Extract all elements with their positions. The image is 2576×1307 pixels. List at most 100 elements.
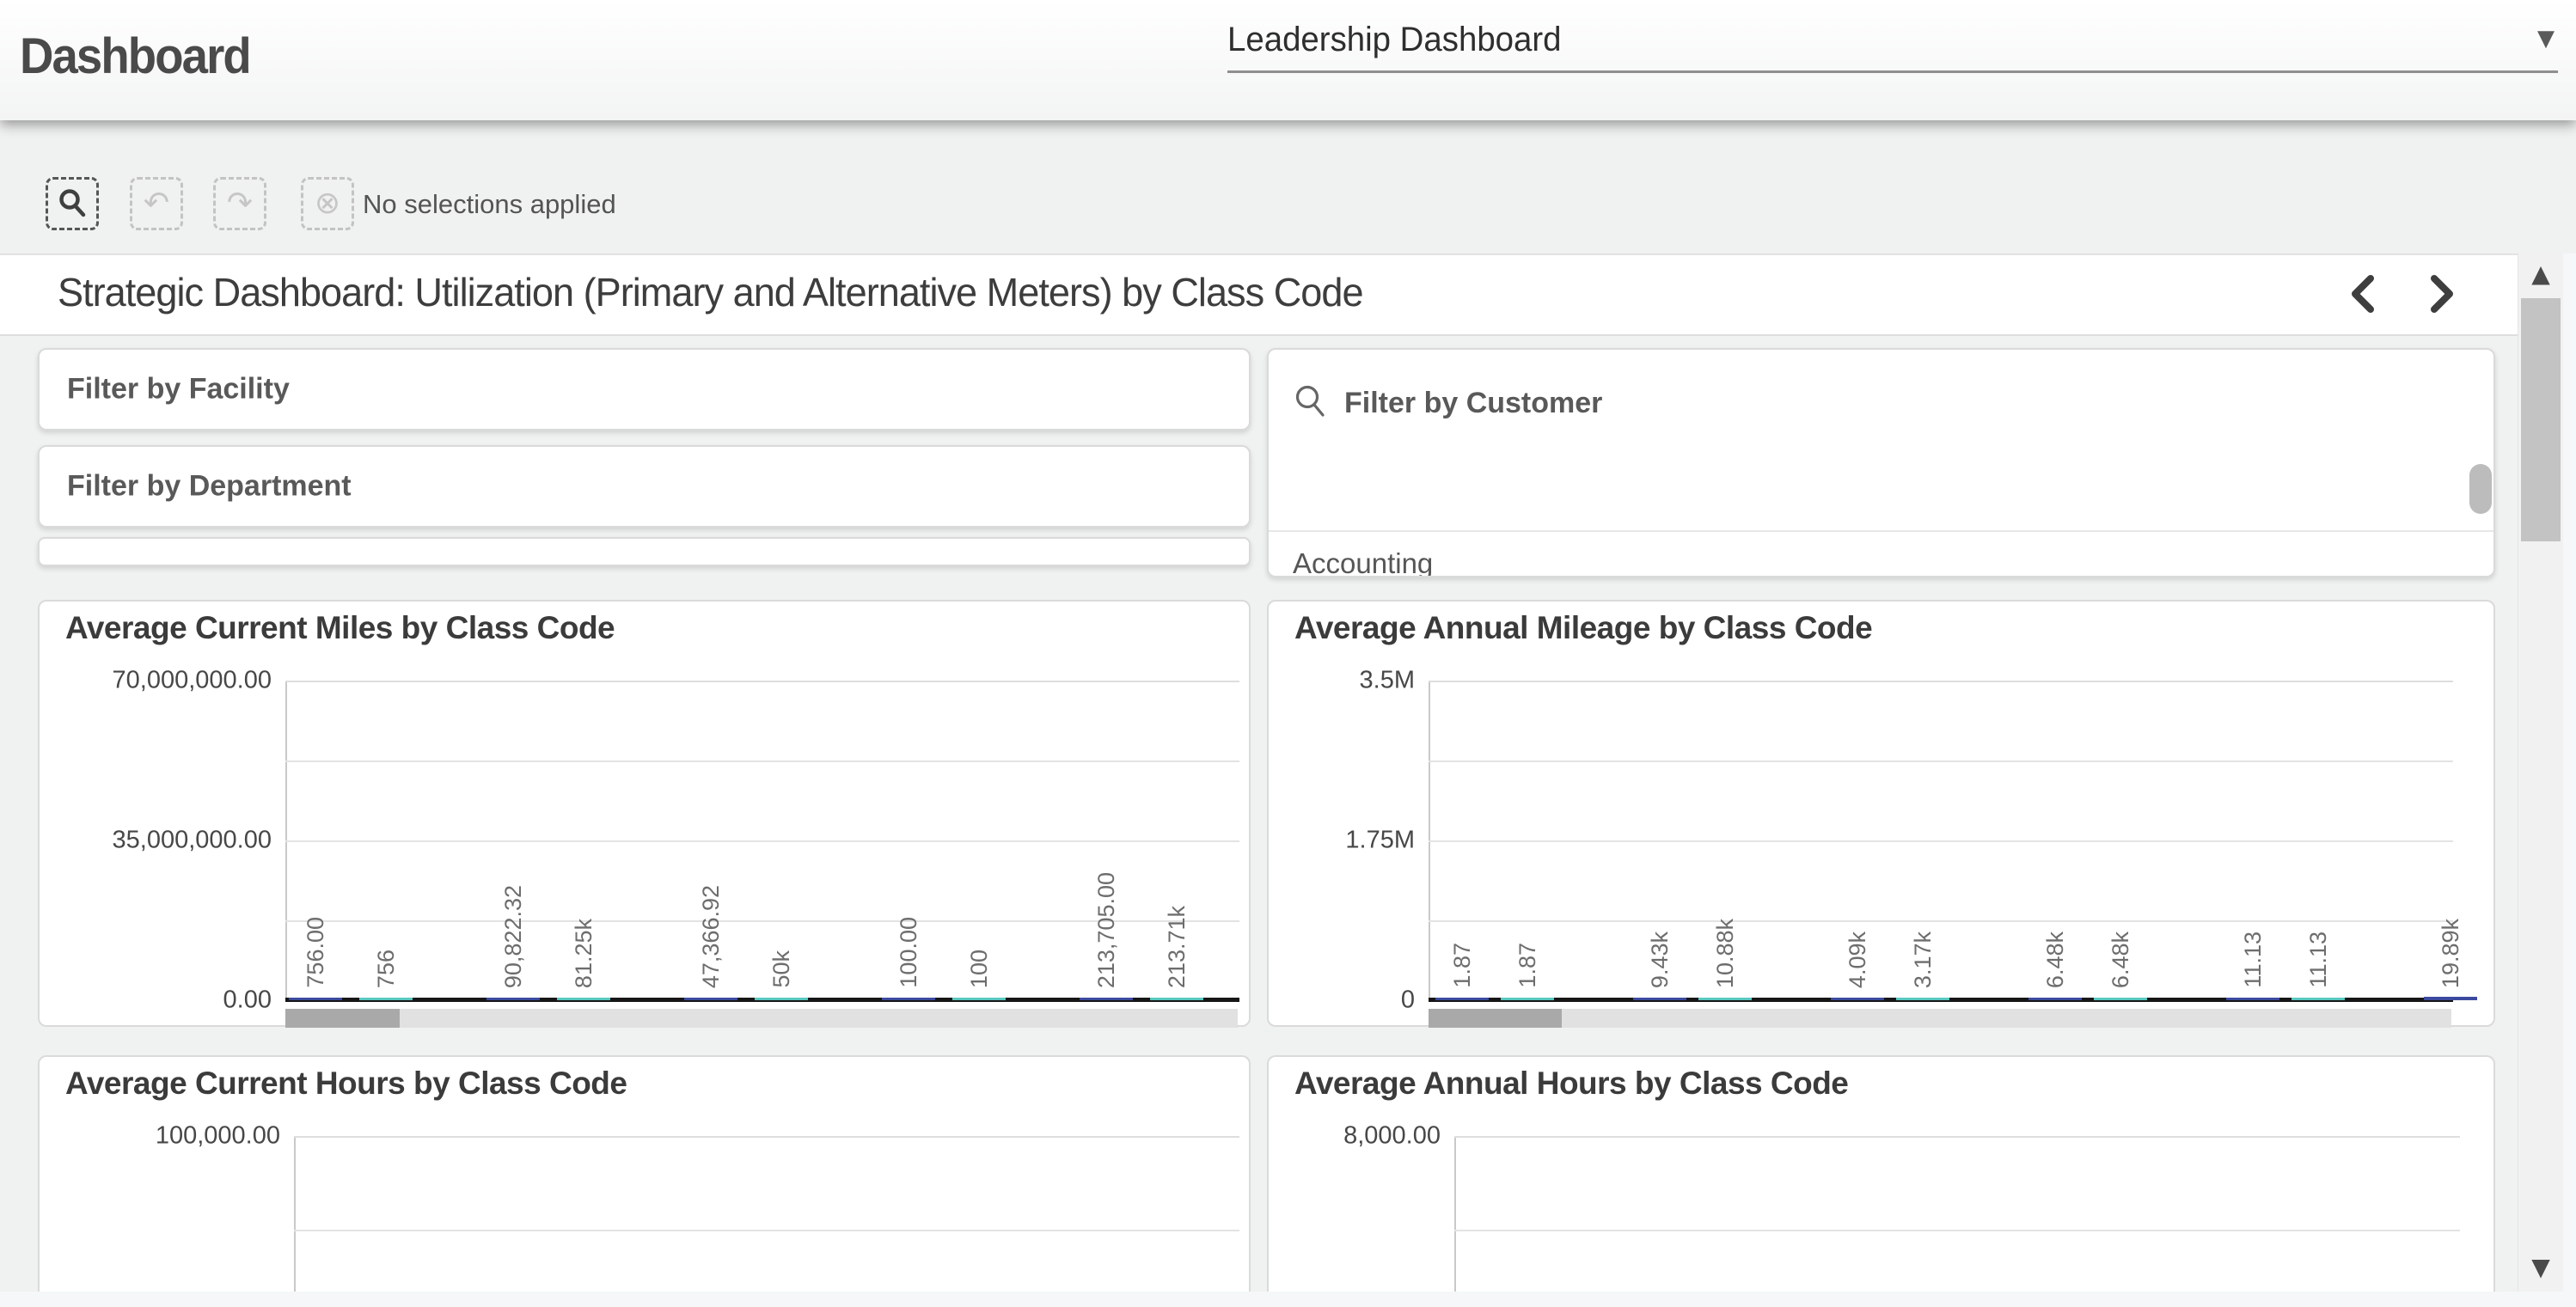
bar-value-label: 50k	[768, 950, 794, 988]
gridline	[285, 920, 1239, 922]
plot-area: 756.00 756 90,822.32 81.25k 47,366.92 50k 100.…	[285, 681, 1239, 1028]
y-axis-tick-label: 3.5M	[1359, 666, 1415, 694]
listbox-divider	[1269, 530, 2493, 532]
plot-area: 1.87 1.87 9.43k 10.88k 4.09k 3.17k 6.48k 6.48k 1…	[1429, 681, 2477, 1028]
selections-step-back-icon[interactable]: ↶	[130, 177, 183, 230]
bar[interactable]	[2028, 998, 2082, 1000]
selections-status-text: No selections applied	[363, 189, 616, 219]
bar-value-label: 6.48k	[2108, 931, 2133, 988]
bar[interactable]	[1698, 998, 1752, 1000]
next-sheet-button[interactable]	[2417, 271, 2465, 319]
y-axis-tick-label: 0.00	[223, 986, 272, 1014]
bar-value-label: 47,366.92	[698, 884, 724, 988]
filter-department-listbox[interactable]: Filter by Department	[38, 445, 1251, 528]
bar-value-label: 90,822.32	[500, 884, 526, 988]
gridline	[285, 681, 1239, 682]
bar-value-label: 11.13	[2305, 931, 2331, 988]
y-axis-tick-label: 1.75M	[1345, 826, 1415, 854]
bar[interactable]	[1896, 998, 1949, 1000]
chart-average-current-hours[interactable]: Average Current Hours by Class Code 100,…	[38, 1055, 1251, 1292]
listbox-scrollbar-thumb[interactable]	[2469, 464, 2492, 514]
search-icon	[1295, 385, 1325, 417]
y-axis-tick-label: 8,000.00	[1343, 1121, 1441, 1150]
filter-customer-label: Filter by Customer	[1344, 386, 1603, 419]
bar[interactable]	[2226, 998, 2279, 1000]
gridline	[1429, 920, 2453, 922]
smart-search-icon[interactable]	[46, 177, 99, 230]
sheet-title: Strategic Dashboard: Utilization (Primar…	[58, 270, 1364, 315]
y-axis-tick-label: 0	[1400, 986, 1415, 1014]
bar[interactable]	[1435, 998, 1489, 1000]
bar-value-label: 213.71k	[1164, 905, 1190, 988]
chevron-left-icon	[2352, 274, 2374, 313]
bar[interactable]	[1150, 998, 1203, 1000]
chart-h-scrollbar-track[interactable]	[285, 1009, 1238, 1028]
sheet-title-bar: Strategic Dashboard: Utilization (Primar…	[0, 253, 2518, 336]
bar[interactable]	[755, 998, 808, 1000]
sheet-selector-dropdown[interactable]: Leadership Dashboard ▼	[1227, 12, 2558, 73]
chart-title: Average Annual Hours by Class Code	[1294, 1066, 1849, 1101]
bar[interactable]	[2094, 998, 2147, 1000]
previous-sheet-button[interactable]	[2340, 271, 2388, 319]
gridline	[294, 1136, 1239, 1138]
gridline	[1429, 760, 2453, 762]
sheet-selector-value: Leadership Dashboard	[1227, 21, 1562, 58]
chart-h-scrollbar-thumb[interactable]	[1429, 1009, 1562, 1028]
gridline	[1429, 840, 2453, 842]
gridline	[1454, 1136, 2460, 1138]
bar[interactable]	[359, 998, 413, 1000]
page-scrollbar-track[interactable]: ▲ ▼	[2518, 252, 2563, 1292]
bar[interactable]	[952, 998, 1006, 1000]
bar-value-label: 9.43k	[1647, 931, 1673, 988]
gridline	[285, 840, 1239, 842]
partially-visible-filter-box[interactable]	[38, 537, 1251, 566]
scroll-up-arrow-icon[interactable]: ▲	[2531, 260, 2550, 288]
gridline	[294, 1230, 1239, 1232]
gridline	[1429, 681, 2453, 682]
y-axis-tick-label: 100,000.00	[155, 1121, 280, 1150]
chart-average-annual-mileage[interactable]: Average Annual Mileage by Class Code 3.5…	[1267, 600, 2495, 1028]
filter-customer-listbox[interactable]: Filter by Customer Accounting	[1267, 348, 2495, 577]
chart-title: Average Annual Mileage by Class Code	[1294, 610, 1873, 645]
bar[interactable]	[1501, 998, 1554, 1000]
selections-step-forward-icon[interactable]: ↷	[213, 177, 266, 230]
scroll-down-arrow-icon[interactable]: ▼	[2531, 1253, 2550, 1281]
bar-value-label: 3.17k	[1910, 931, 1936, 988]
y-axis: 3.5M 1.75M 0	[1294, 667, 1415, 1014]
y-axis: 8,000.00	[1294, 1122, 1441, 1292]
filter-department-label: Filter by Department	[67, 469, 352, 503]
chevron-right-icon	[2431, 274, 2453, 313]
filter-facility-listbox[interactable]: Filter by Facility	[38, 348, 1251, 431]
chart-average-annual-hours[interactable]: Average Annual Hours by Class Code 8,000…	[1267, 1055, 2495, 1292]
chart-h-scrollbar-thumb[interactable]	[285, 1009, 400, 1028]
sheet-grid: Filter by Facility Filter by Department …	[0, 333, 2518, 1292]
gridline	[285, 760, 1239, 762]
bar[interactable]	[557, 998, 610, 1000]
page-scrollbar-thumb[interactable]	[2521, 298, 2561, 541]
bar-value-label: 756.00	[303, 917, 328, 988]
bar[interactable]	[1080, 998, 1133, 1000]
y-axis-tick-label: 70,000,000.00	[112, 666, 272, 694]
bar[interactable]	[2424, 996, 2477, 1000]
bar[interactable]	[882, 998, 935, 1000]
bar[interactable]	[1633, 998, 1686, 1000]
bar[interactable]	[289, 998, 342, 1000]
bar-value-label: 213,705.00	[1093, 871, 1119, 988]
y-axis-tick-label: 35,000,000.00	[112, 826, 272, 854]
top-bar: Dashboard Leadership Dashboard ▼	[0, 0, 2576, 120]
chart-average-current-miles[interactable]: Average Current Miles by Class Code 70,0…	[38, 600, 1251, 1028]
plot-area	[294, 1136, 1239, 1292]
clear-all-selections-icon[interactable]: ⊗	[301, 177, 354, 230]
bar[interactable]	[486, 998, 540, 1000]
chart-title: Average Current Hours by Class Code	[65, 1066, 627, 1101]
bar[interactable]	[1831, 998, 1884, 1000]
y-axis: 70,000,000.00 35,000,000.00 0.00	[65, 667, 272, 1014]
bar[interactable]	[684, 998, 737, 1000]
app-title: Dashboard	[20, 28, 252, 84]
listbox-item-accounting[interactable]: Accounting	[1293, 547, 1434, 577]
bar-value-label: 100	[966, 949, 992, 988]
selections-bar: ↶ ↷ ⊗ No selections applied	[0, 120, 2576, 253]
bar-value-label: 1.87	[1514, 943, 1540, 988]
chart-h-scrollbar-track[interactable]	[1429, 1009, 2451, 1028]
bar[interactable]	[2291, 998, 2345, 1000]
